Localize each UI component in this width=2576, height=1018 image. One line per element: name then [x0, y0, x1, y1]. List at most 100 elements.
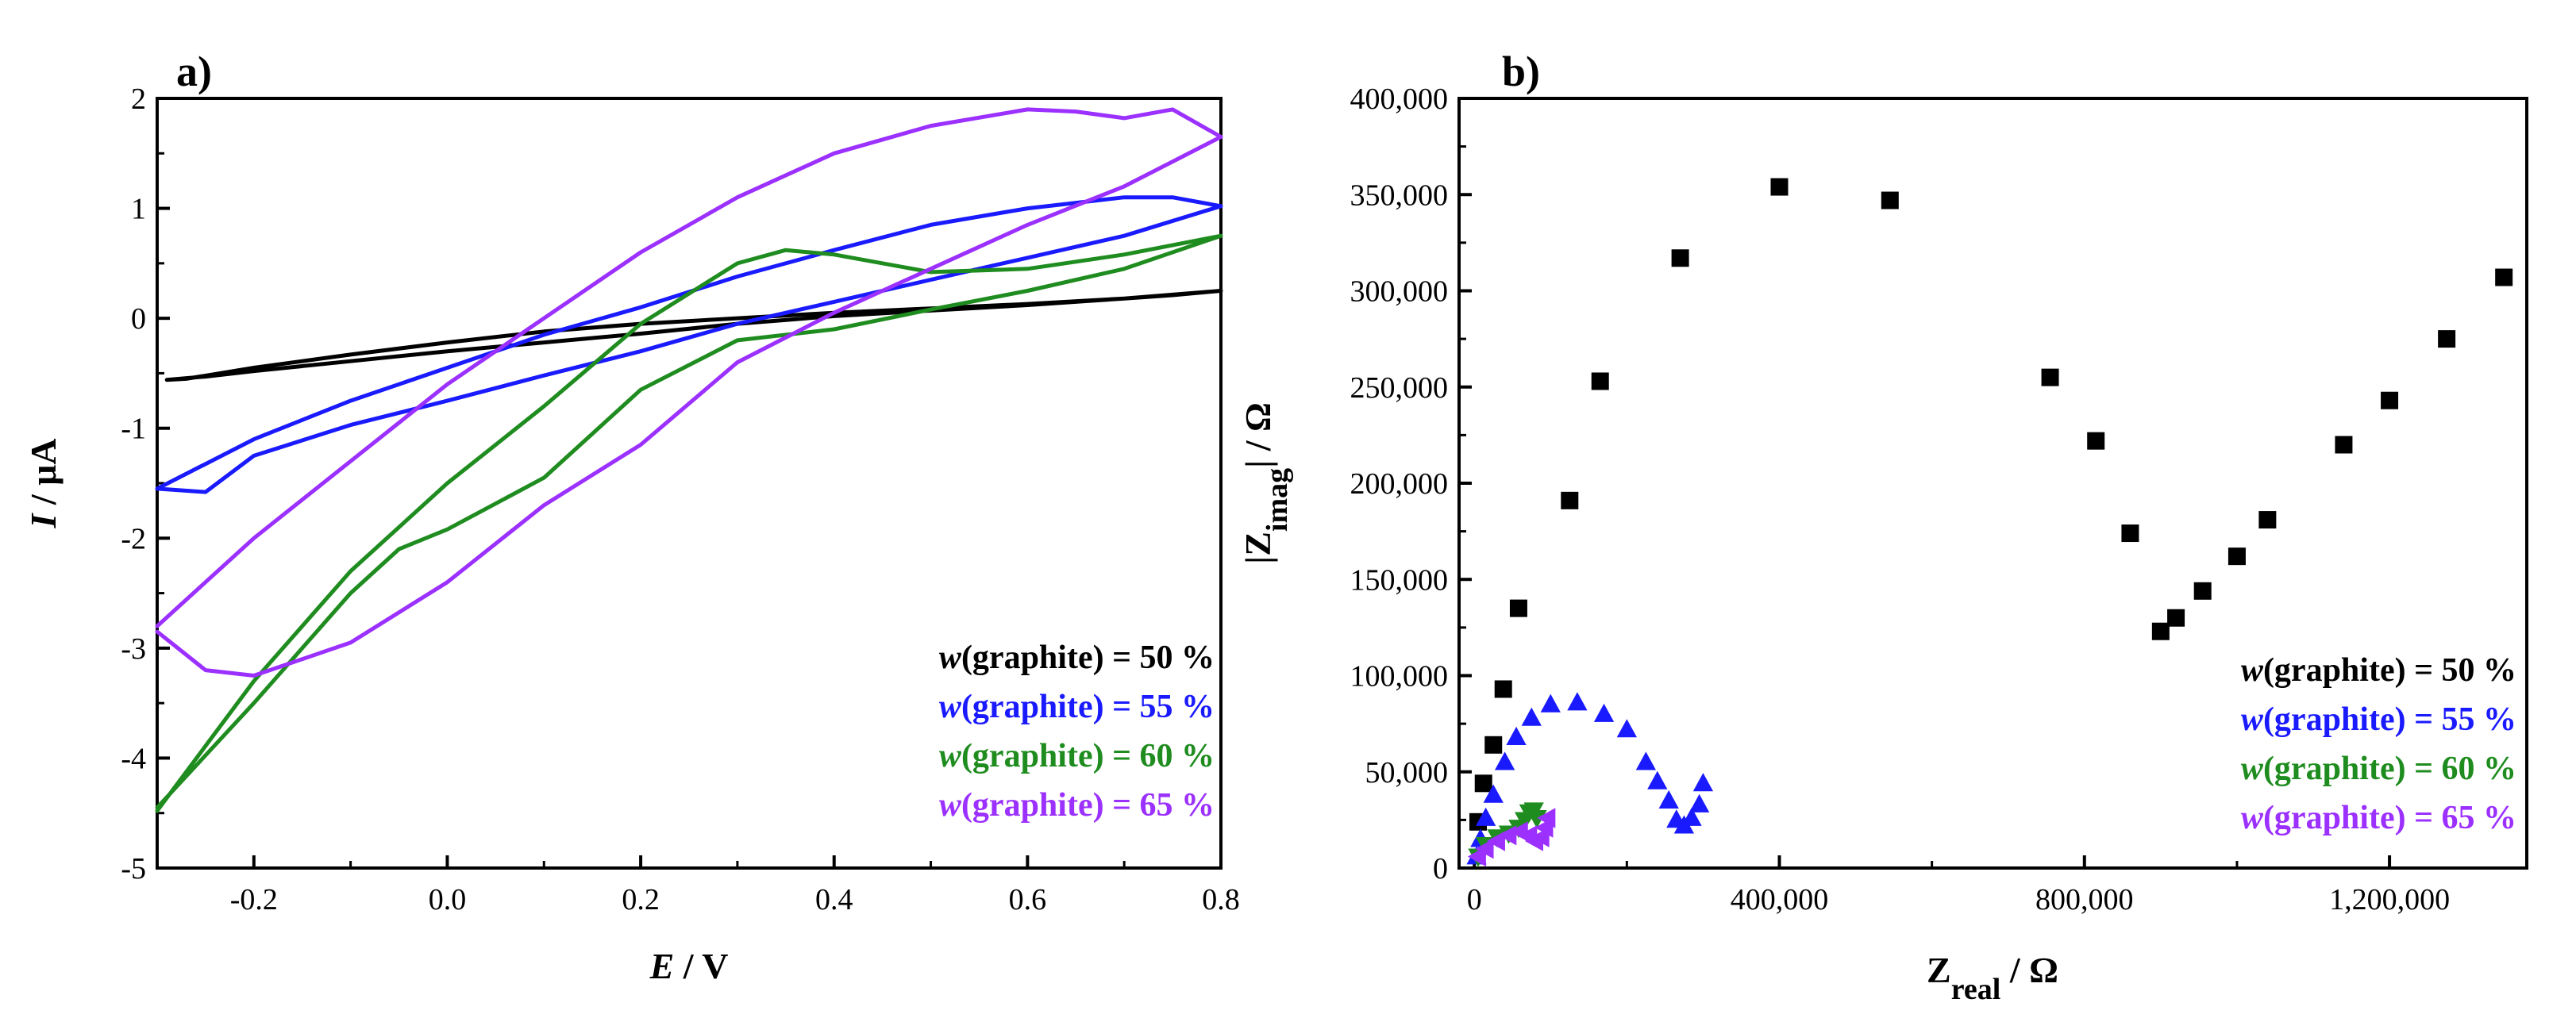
panel-b-x-tick-label: 400,000	[1731, 883, 1829, 916]
panel-a-x-tick-label: 0.2	[622, 883, 660, 916]
panel-b-x-tick-label: 0	[1467, 883, 1482, 916]
panel-b-data-point	[2438, 330, 2456, 348]
panel-b-legend-italic: w	[2241, 800, 2264, 836]
panel-b-nyquist-plot: b) 0 400,000 800,000 1,200,000 0 50,000 100,00…	[1238, 48, 2528, 1006]
panel-b-data-point	[2151, 622, 2170, 640]
panel-a-y-tick-label: -3	[121, 632, 146, 666]
panel-b-y-tick-label: 300,000	[1350, 275, 1449, 309]
panel-b-y-axis-unit: | / Ω	[1238, 402, 1278, 468]
panel-b-data-point	[2381, 391, 2399, 409]
panel-b-legend-italic: w	[2241, 701, 2264, 738]
panel-b-x-axis-symbol: Z	[1927, 950, 1951, 990]
panel-a-y-tick-label: -2	[121, 522, 146, 555]
panel-a-x-tick-label: 0.8	[1202, 883, 1240, 916]
panel-b-data-point	[1881, 191, 1899, 209]
panel-b-data-point	[2193, 582, 2212, 600]
panel-b-data-point	[1770, 178, 1789, 196]
panel-b-y-tick-label: 350,000	[1350, 179, 1449, 212]
panel-a-x-tick-label: -0.2	[230, 883, 278, 916]
panel-b-data-point	[1483, 784, 1504, 803]
panel-a-legend-text: (graphite) = 55 %	[961, 689, 1215, 725]
panel-b-data-point	[1671, 249, 1689, 267]
panel-a-label: a)	[176, 48, 212, 95]
panel-a-x-axis-unit: / V	[674, 946, 728, 986]
panel-a-y-tick-label: -1	[121, 413, 146, 446]
panel-a-series	[155, 107, 1223, 813]
panel-b-data-point	[1521, 707, 1542, 726]
panel-a-series-line-4	[155, 107, 1223, 678]
panel-b-data-point	[1692, 773, 1714, 792]
panel-b-data-point	[1540, 693, 1561, 713]
panel-b-y-tick-label: 100,000	[1350, 660, 1449, 693]
panel-a-legend-entry: w(graphite) = 65 %	[939, 787, 1215, 824]
panel-b-data-point	[2335, 436, 2353, 454]
panel-b-data-point	[1506, 726, 1527, 745]
panel-b-legend-text: (graphite) = 65 %	[2263, 800, 2516, 836]
panel-b-legend-entry: w(graphite) = 50 %	[2241, 652, 2516, 689]
panel-b-label: b)	[1502, 48, 1540, 95]
panel-a-y-axis-symbol: I	[23, 512, 64, 528]
panel-a-x-tick-label: 0.6	[1009, 883, 1047, 916]
panel-a-y-axis-unit: / μA	[23, 439, 64, 514]
panel-b-legend-entry: w(graphite) = 65 %	[2241, 800, 2516, 836]
panel-b-data-point	[1475, 839, 1494, 859]
panel-b-data-point	[1494, 751, 1515, 770]
panel-b-ticks: 0 400,000 800,000 1,200,000 0 50,000 100,000 15…	[1350, 83, 2451, 916]
panel-b-data-point	[2121, 524, 2139, 543]
panel-b-data-point	[1593, 703, 1615, 722]
panel-b-data-point	[1475, 807, 1496, 826]
panel-b-data-point	[1591, 372, 1609, 390]
panel-b-legend-entry: w(graphite) = 60 %	[2241, 751, 2516, 787]
panel-b-data-point	[1474, 774, 1492, 793]
panel-b-legend: w(graphite) = 50 %w(graphite) = 55 %w(gr…	[2241, 652, 2516, 836]
panel-b-data-point	[2228, 547, 2246, 566]
panel-a-y-tick-label: 1	[131, 193, 146, 226]
panel-a-series-line-2	[155, 195, 1223, 494]
panel-a-y-tick-label: 0	[131, 302, 146, 336]
panel-a-legend-entry: w(graphite) = 60 %	[939, 738, 1215, 774]
panel-a-legend-italic: w	[939, 787, 962, 824]
panel-b-x-tick-label: 1,200,000	[2329, 883, 2450, 916]
panel-b-data-point	[1647, 770, 1668, 789]
panel-b-data-point	[1681, 807, 1702, 826]
panel-b-y-tick-label: 400,000	[1350, 83, 1449, 116]
panel-b-data-point	[1567, 692, 1588, 711]
panel-a-x-tick-label: 0.4	[815, 883, 853, 916]
panel-b-x-axis-subscript: real	[1951, 973, 2001, 1006]
panel-a-cyclic-voltammetry: a) -0.2 0.0 0.2 0.4 0.6 0.8 -5 -4 -3 -2 -1 0 1 2 E / …	[23, 48, 1240, 986]
panel-a-y-tick-label: -4	[121, 742, 146, 775]
panel-a-legend: w (graphite) = 50 % w (graphite) = 55 % w(gr…	[939, 640, 1215, 824]
panel-b-legend-text: (graphite) = 60 %	[2263, 751, 2516, 787]
panel-b-legend-text: (graphite) = 50 %	[2263, 652, 2516, 689]
panel-b-data-point	[1484, 736, 1503, 754]
panel-a-ticks: -0.2 0.0 0.2 0.4 0.6 0.8 -5 -4 -3 -2 -1 0 1 2	[121, 83, 1239, 916]
panel-b-data-point	[1509, 599, 1527, 617]
panel-b-data-point	[2167, 609, 2185, 627]
panel-b-data-point	[2087, 432, 2105, 450]
panel-b-y-axis-label: |Zimag| / Ω	[1238, 402, 1294, 564]
panel-b-y-axis-subscript: imag	[1261, 468, 1294, 532]
panel-b-data-point	[1658, 789, 1679, 809]
panel-b-y-tick-label: 250,000	[1350, 371, 1449, 405]
panel-a-y-tick-label: 2	[131, 83, 146, 116]
panel-a-legend-italic: w	[939, 738, 962, 774]
panel-a-legend-text: (graphite) = 65 %	[961, 787, 1215, 824]
panel-a-x-axis-label: E / V	[649, 946, 729, 986]
panel-b-x-axis-unit: / Ω	[2000, 950, 2058, 990]
panel-b-data-point	[1537, 808, 1556, 828]
panel-b-legend-entry: w(graphite) = 55 %	[2241, 701, 2516, 738]
panel-a-legend-text: (graphite) = 50 %	[961, 640, 1215, 676]
panel-a-x-axis-symbol: E	[649, 946, 675, 986]
panel-b-data-point	[1494, 680, 1512, 698]
panel-b-y-tick-label: 50,000	[1365, 756, 1449, 789]
panel-a-series-line-1	[164, 289, 1223, 382]
panel-a-y-axis-label: I / μA	[23, 439, 64, 529]
panel-b-legend-italic: w	[2241, 751, 2264, 787]
panel-b-x-tick-label: 800,000	[2035, 883, 2134, 916]
panel-b-y-tick-label: 0	[1433, 852, 1448, 885]
panel-b-data-point	[2258, 511, 2277, 529]
panel-a-legend-text: (graphite) = 60 %	[961, 738, 1215, 774]
panel-b-y-tick-label: 200,000	[1350, 467, 1449, 501]
panel-b-x-axis-label: Zreal / Ω	[1927, 950, 2058, 1006]
